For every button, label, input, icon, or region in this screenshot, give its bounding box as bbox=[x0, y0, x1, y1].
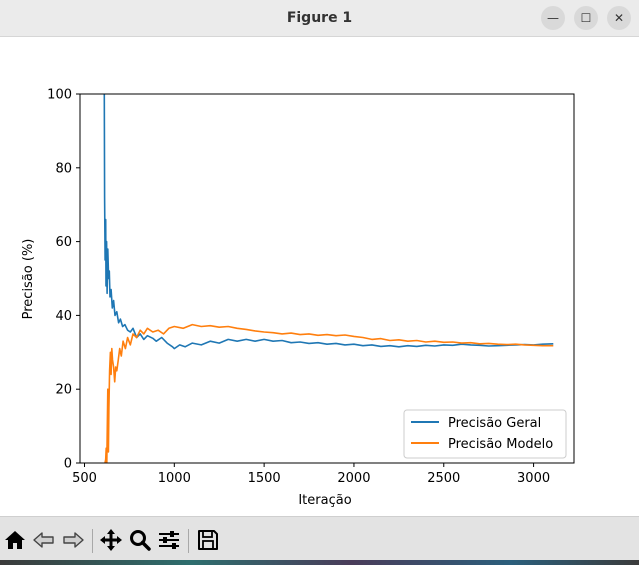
save-floppy-icon bbox=[198, 530, 218, 550]
y-ticks: 0 20 40 60 80 100 bbox=[47, 88, 80, 472]
x-tick-label: 1500 bbox=[248, 471, 281, 486]
minimize-icon: — bbox=[547, 11, 559, 25]
series-line-0 bbox=[103, 94, 554, 350]
x-tick-label: 1000 bbox=[158, 471, 191, 486]
y-tick-label: 40 bbox=[55, 309, 72, 324]
maximize-icon: ☐ bbox=[580, 11, 592, 25]
back-arrow-icon bbox=[33, 532, 54, 548]
legend-box bbox=[403, 409, 567, 459]
axes-frame bbox=[79, 93, 575, 464]
close-icon: ✕ bbox=[613, 11, 625, 25]
y-tick-label: 0 bbox=[64, 457, 72, 472]
toolbar-separator bbox=[92, 529, 93, 553]
zoom-magnifier-icon bbox=[130, 530, 151, 551]
forward-button[interactable] bbox=[60, 527, 86, 553]
x-axis-label: Iteração bbox=[298, 493, 351, 508]
configure-subplots-icon bbox=[159, 531, 179, 549]
back-button[interactable] bbox=[31, 527, 57, 553]
home-icon bbox=[5, 531, 25, 549]
y-axis-label: Precisão (%) bbox=[21, 239, 36, 320]
x-ticks: 500 1000 1500 2000 2500 3000 bbox=[72, 463, 550, 486]
save-button[interactable] bbox=[195, 527, 221, 553]
title-bar[interactable]: Figure 1 — ☐ ✕ bbox=[0, 0, 639, 37]
maximize-button[interactable]: ☐ bbox=[574, 6, 598, 30]
y-tick-label: 20 bbox=[55, 383, 72, 398]
legend-label-modelo: Precisão Modelo bbox=[448, 437, 553, 452]
close-button[interactable]: ✕ bbox=[607, 6, 631, 30]
series-line-1 bbox=[104, 323, 554, 463]
matplotlib-toolbar bbox=[0, 516, 639, 565]
window-title: Figure 1 bbox=[286, 10, 353, 26]
forward-arrow-icon bbox=[63, 532, 84, 548]
y-tick-label: 80 bbox=[55, 161, 72, 176]
toolbar-separator bbox=[188, 529, 189, 553]
pan-button[interactable] bbox=[98, 527, 124, 553]
plot-lines bbox=[103, 94, 554, 463]
x-tick-label: 500 bbox=[72, 471, 97, 486]
zoom-button[interactable] bbox=[127, 527, 153, 553]
minimize-button[interactable]: — bbox=[541, 6, 565, 30]
line-chart[interactable]: 500 1000 1500 2000 2500 3000 0 20 40 60 80 100 Ite… bbox=[0, 37, 639, 516]
x-tick-label: 2000 bbox=[337, 471, 370, 486]
y-tick-label: 60 bbox=[55, 235, 72, 250]
y-tick-label: 100 bbox=[47, 88, 72, 103]
home-button[interactable] bbox=[2, 527, 28, 553]
pan-move-icon bbox=[100, 529, 122, 551]
configure-subplots-button[interactable] bbox=[156, 527, 182, 553]
legend-label-geral: Precisão Geral bbox=[448, 416, 541, 431]
x-tick-label: 2500 bbox=[427, 471, 460, 486]
x-tick-label: 3000 bbox=[517, 471, 550, 486]
figure-canvas[interactable]: 500 1000 1500 2000 2500 3000 0 20 40 60 80 100 Ite… bbox=[0, 37, 639, 516]
legend: Precisão Geral Precisão Modelo bbox=[403, 409, 567, 459]
desktop-background-strip bbox=[0, 560, 639, 565]
